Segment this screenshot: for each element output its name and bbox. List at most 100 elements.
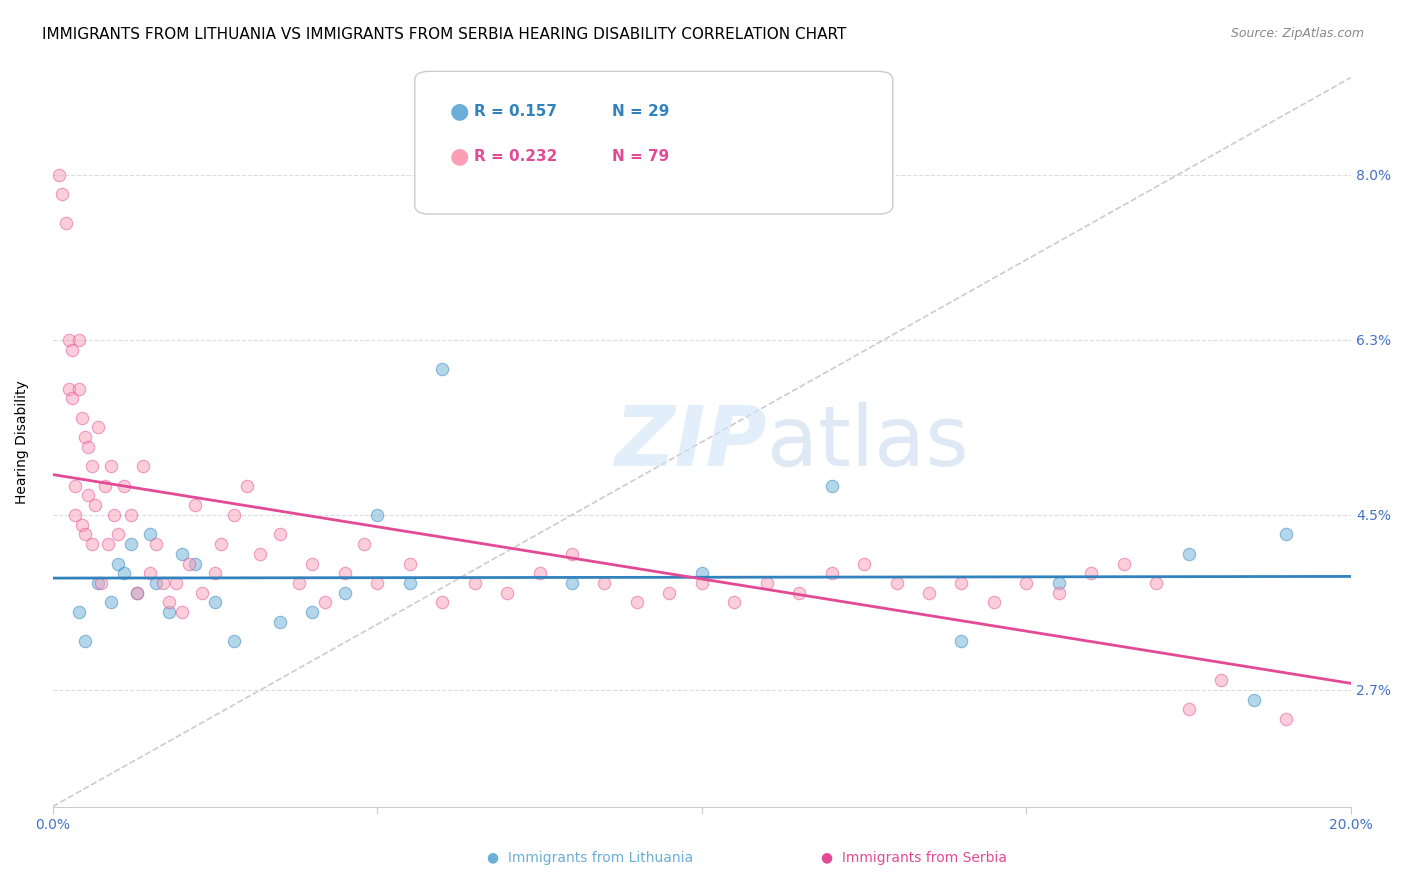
Point [87, 420, 110, 434]
Point [125, 585, 148, 599]
Text: ●  Immigrants from Lithuania: ● Immigrants from Lithuania [488, 851, 693, 865]
Point [120, 508, 142, 522]
Point [93, 479, 115, 493]
Point [1177, 547, 1199, 561]
Text: ●  Immigrants from Serbia: ● Immigrants from Serbia [821, 851, 1007, 865]
Point [333, 585, 356, 599]
Point [204, 595, 226, 609]
Point [77, 488, 100, 502]
Point [100, 595, 122, 609]
Point [430, 595, 453, 609]
Point [60, 343, 83, 357]
Point [145, 537, 167, 551]
Point [249, 547, 271, 561]
Text: ●: ● [450, 146, 470, 166]
Point [1275, 712, 1298, 726]
Point [1177, 702, 1199, 716]
Point [723, 595, 745, 609]
Point [224, 508, 246, 522]
Point [1015, 576, 1038, 591]
Point [191, 585, 214, 599]
Point [145, 576, 167, 591]
Point [787, 585, 810, 599]
Point [75, 527, 97, 541]
Point [353, 537, 375, 551]
Text: N = 29: N = 29 [612, 104, 669, 119]
Point [464, 576, 486, 591]
Point [75, 430, 97, 444]
Point [107, 527, 129, 541]
Point [224, 634, 246, 648]
Point [690, 566, 713, 581]
Point [593, 576, 616, 591]
Point [950, 576, 973, 591]
Point [139, 566, 162, 581]
Point [1112, 557, 1135, 571]
Point [529, 566, 551, 581]
Point [67, 382, 90, 396]
Point [70, 517, 93, 532]
Point [288, 576, 311, 591]
Point [496, 585, 519, 599]
Point [1080, 566, 1102, 581]
Point [269, 527, 291, 541]
Point [67, 605, 90, 619]
Point [120, 537, 142, 551]
Point [314, 595, 336, 609]
Point [139, 527, 162, 541]
Text: ZIP: ZIP [614, 401, 766, 483]
Point [65, 479, 87, 493]
Point [87, 576, 110, 591]
Point [918, 585, 941, 599]
Text: ●: ● [450, 102, 470, 121]
Point [112, 479, 135, 493]
Point [77, 440, 100, 454]
Text: Source: ZipAtlas.com: Source: ZipAtlas.com [1230, 27, 1364, 40]
Point [1243, 692, 1265, 706]
Point [112, 566, 135, 581]
Point [65, 508, 87, 522]
Point [172, 605, 194, 619]
Point [90, 576, 112, 591]
Point [236, 479, 259, 493]
Point [152, 576, 174, 591]
Point [1144, 576, 1167, 591]
Point [755, 576, 778, 591]
Point [301, 557, 323, 571]
Point [1211, 673, 1233, 688]
Point [184, 498, 207, 512]
Text: IMMIGRANTS FROM LITHUANIA VS IMMIGRANTS FROM SERBIA HEARING DISABILITY CORRELATI: IMMIGRANTS FROM LITHUANIA VS IMMIGRANTS … [42, 27, 846, 42]
Text: N = 79: N = 79 [612, 149, 669, 163]
Text: R = 0.232: R = 0.232 [474, 149, 557, 163]
Point [398, 557, 420, 571]
Point [1047, 585, 1070, 599]
Point [80, 459, 103, 474]
Point [103, 508, 125, 522]
Point [1047, 576, 1070, 591]
Point [561, 576, 583, 591]
Point [165, 576, 187, 591]
Point [97, 537, 120, 551]
Point [301, 605, 323, 619]
Point [125, 585, 148, 599]
Point [55, 216, 77, 230]
Y-axis label: Hearing Disability: Hearing Disability [15, 380, 30, 504]
Point [159, 595, 181, 609]
Point [821, 479, 844, 493]
Point [204, 566, 226, 581]
Point [658, 585, 681, 599]
Point [690, 576, 713, 591]
Point [70, 410, 93, 425]
Point [366, 508, 388, 522]
Point [366, 576, 388, 591]
Point [269, 615, 291, 629]
Point [67, 333, 90, 347]
Point [1275, 527, 1298, 541]
Point [75, 634, 97, 648]
Point [950, 634, 973, 648]
Point [333, 566, 356, 581]
Point [107, 557, 129, 571]
Point [60, 391, 83, 405]
Point [159, 605, 181, 619]
Point [83, 498, 105, 512]
